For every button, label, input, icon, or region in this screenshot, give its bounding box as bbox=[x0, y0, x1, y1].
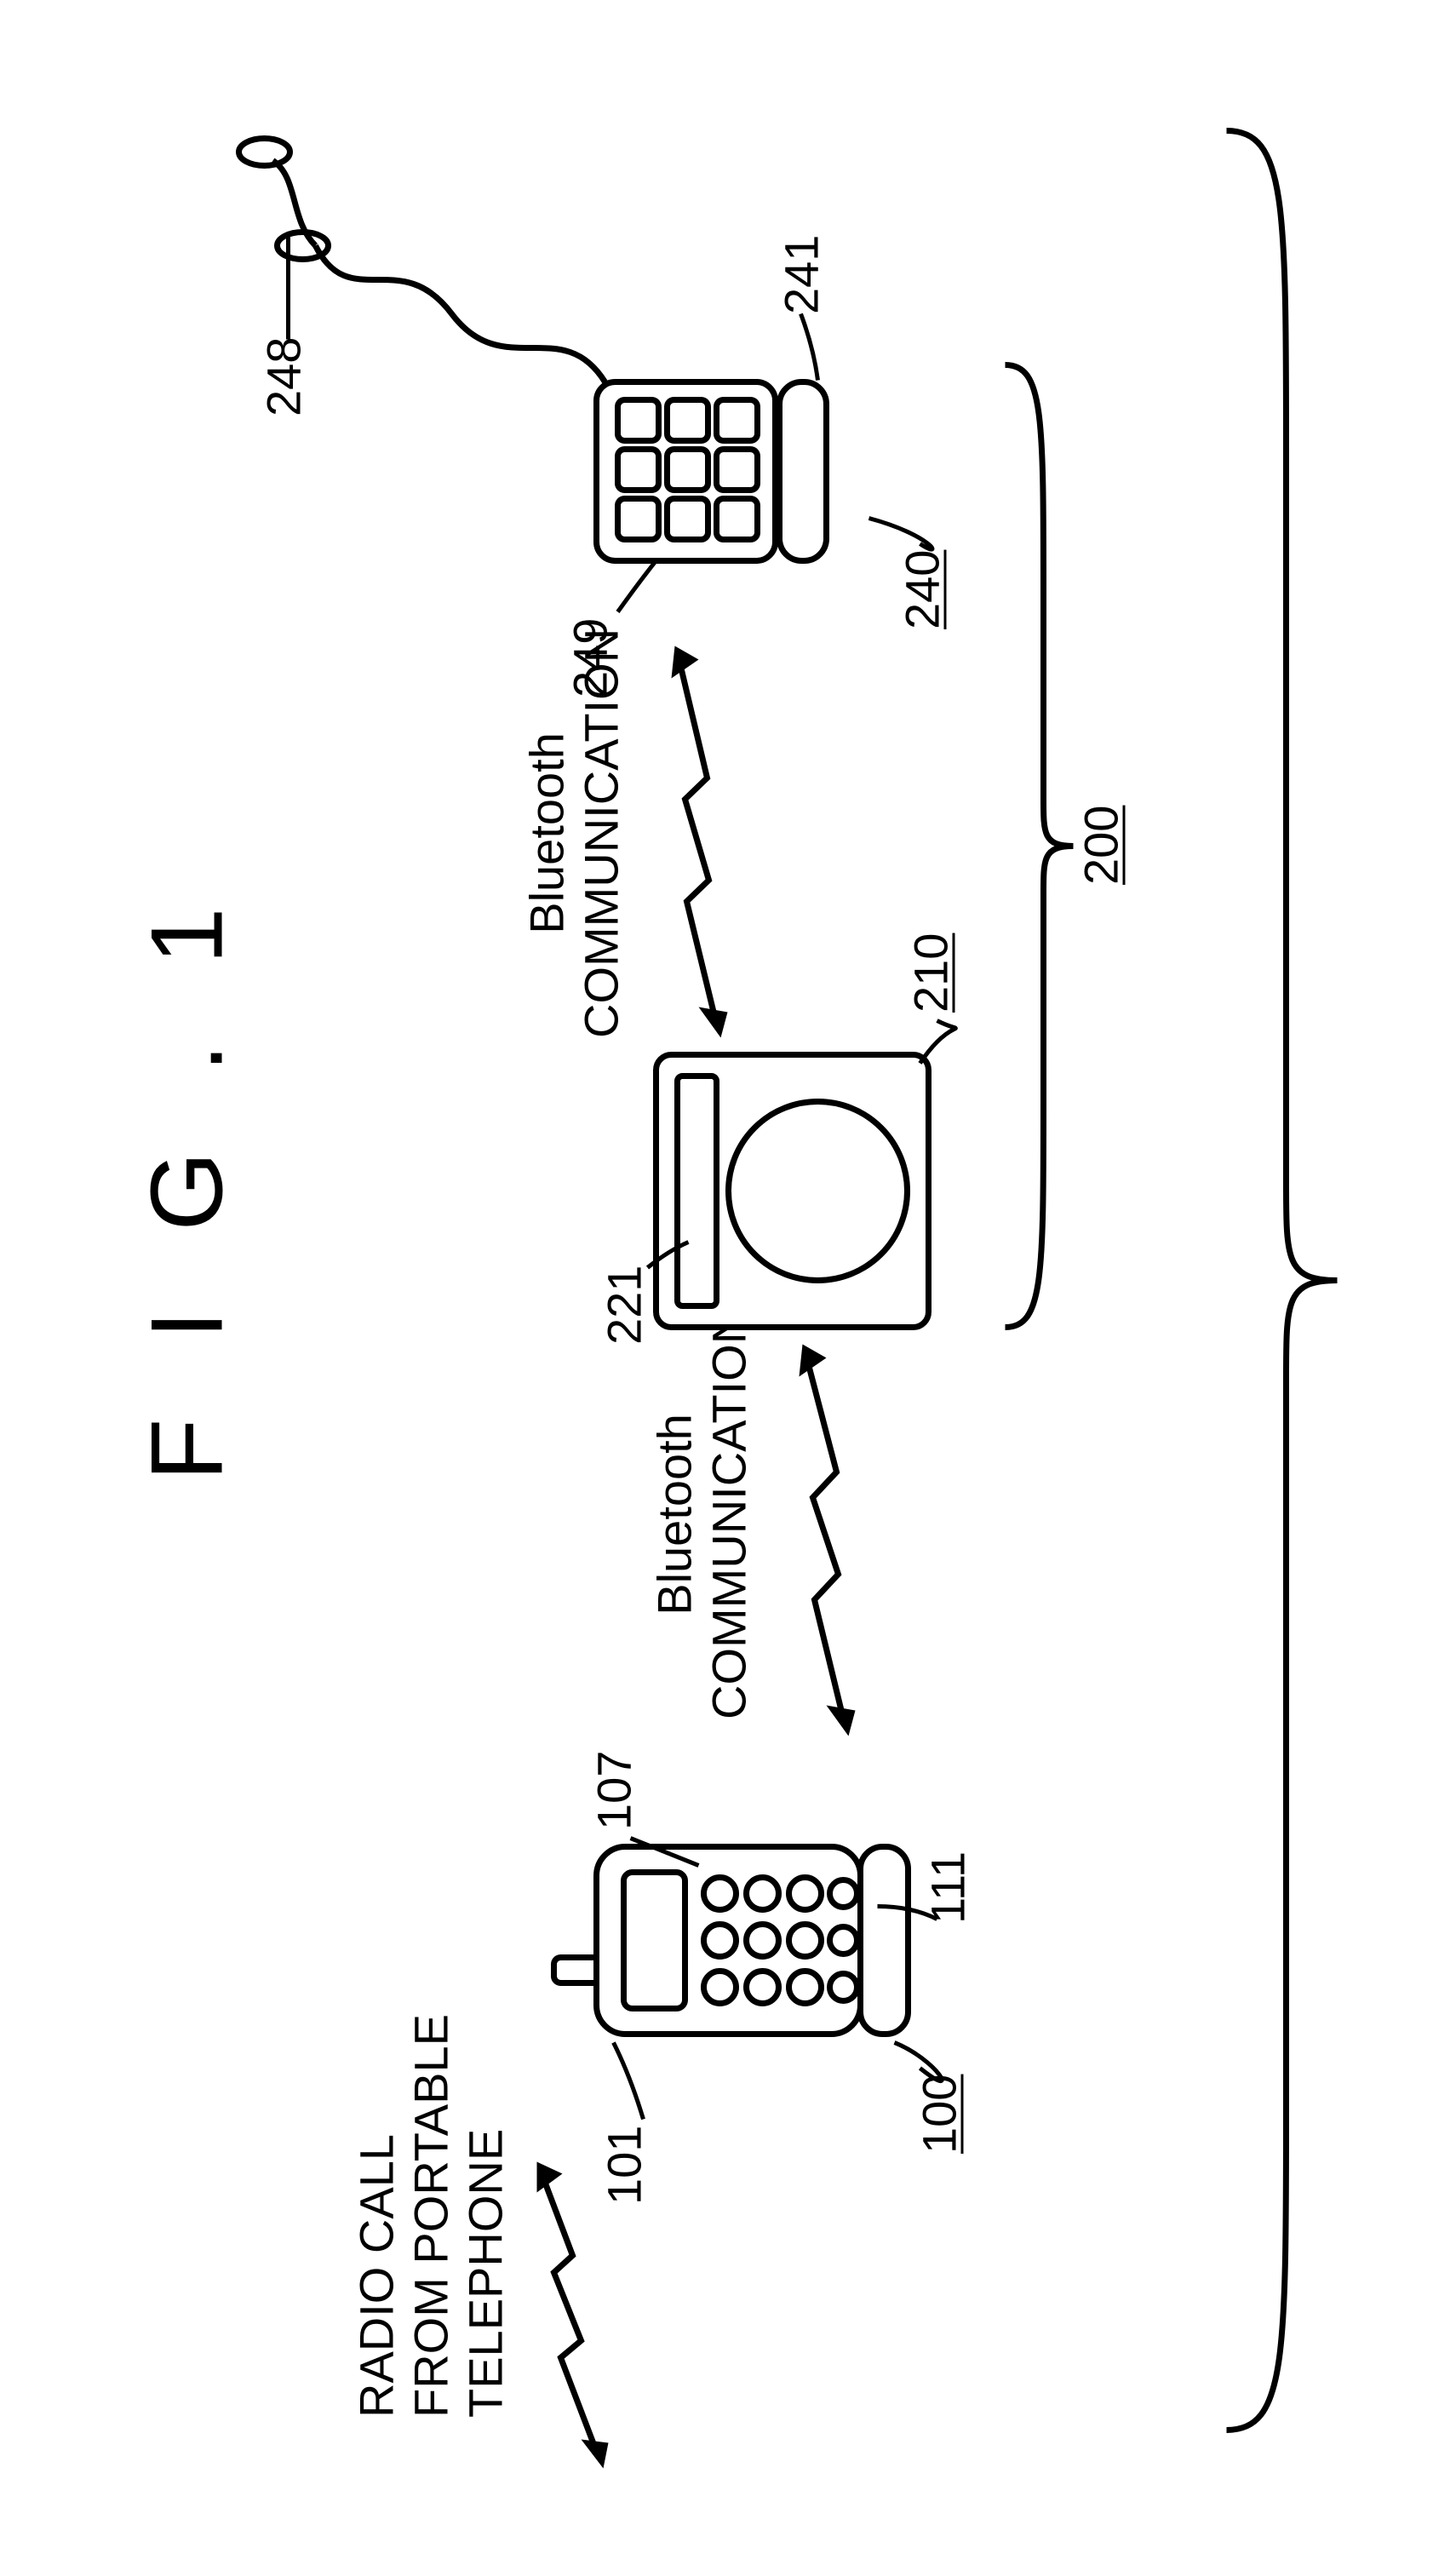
brace-all bbox=[1218, 118, 1354, 2443]
arrow-bt-left bbox=[775, 1345, 877, 1736]
leader-248 bbox=[264, 187, 332, 340]
label-radio-call: RADIO CALL FROM PORTABLE TELEPHONE bbox=[349, 2014, 513, 2418]
leaders-remote bbox=[588, 169, 954, 646]
label-bt-left: Bluetooth COMMUNICATION bbox=[647, 1310, 757, 1719]
figure-title: F I G . 1 bbox=[128, 882, 245, 1481]
leaders-player bbox=[596, 910, 979, 1336]
brace-200 bbox=[996, 357, 1081, 1336]
leaders-phone bbox=[579, 1779, 988, 2222]
